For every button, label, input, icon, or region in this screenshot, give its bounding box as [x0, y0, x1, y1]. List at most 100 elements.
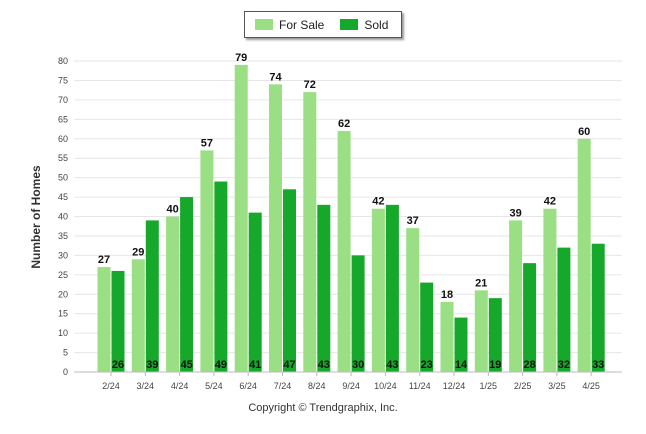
y-tick-label: 40 — [58, 212, 68, 222]
bar-for-sale — [269, 84, 282, 372]
data-label-for-sale: 72 — [304, 79, 316, 91]
bar-for-sale — [337, 130, 351, 372]
bar-sold — [145, 220, 159, 372]
bar-sold — [591, 243, 605, 372]
y-tick-label: 70 — [58, 95, 68, 105]
y-tick-label: 25 — [58, 270, 68, 280]
bar-for-sale — [406, 228, 420, 372]
data-label-for-sale: 62 — [338, 118, 350, 130]
x-tick-label: 5/24 — [205, 381, 223, 391]
bar-sold — [248, 212, 262, 372]
data-label-sold: 49 — [215, 359, 227, 371]
data-label-sold: 41 — [249, 359, 261, 371]
y-tick-label: 80 — [58, 56, 68, 66]
bar-for-sale — [371, 208, 385, 372]
y-tick-label: 35 — [58, 231, 68, 241]
copyright-footer: Copyright © Trendgraphix, Inc. — [248, 402, 398, 414]
data-label-for-sale: 60 — [578, 126, 590, 138]
y-tick-label: 0 — [63, 367, 68, 377]
data-label-sold: 26 — [112, 359, 124, 371]
bar-sold — [283, 189, 296, 372]
x-tick-label: 4/24 — [171, 381, 189, 391]
bar-sold — [351, 255, 365, 372]
for-sale-swatch — [255, 19, 273, 30]
y-tick-label: 65 — [58, 114, 68, 124]
data-labels: 27 26 29 39 40 45 57 49 79 41 74 47 72 43 62 30 42 43 37 23… — [98, 52, 604, 371]
bar-for-sale — [166, 216, 180, 372]
data-label-for-sale: 40 — [166, 204, 178, 216]
y-tick-label: 20 — [58, 289, 68, 299]
bar-sold — [214, 181, 228, 372]
legend-item-for-sale[interactable]: For Sale — [255, 18, 324, 32]
bar-for-sale — [577, 138, 591, 372]
legend-label-for-sale: For Sale — [279, 17, 325, 32]
y-tick-label: 5 — [63, 348, 68, 358]
data-label-sold: 43 — [318, 359, 330, 371]
x-tick-label: 6/24 — [239, 381, 257, 391]
bar-for-sale — [509, 220, 523, 372]
x-tick-label: 2/25 — [514, 381, 532, 391]
bar-for-sale — [474, 290, 488, 372]
data-label-sold: 28 — [523, 359, 535, 371]
x-tick-label: 10/24 — [374, 381, 397, 391]
data-label-sold: 47 — [283, 359, 295, 371]
y-tick-label: 10 — [58, 328, 68, 338]
bar-sold — [420, 282, 434, 372]
data-label-for-sale: 57 — [201, 137, 213, 149]
data-label-for-sale: 79 — [235, 52, 247, 64]
y-tick-label: 45 — [58, 192, 68, 202]
bar-sold — [180, 197, 194, 372]
bar-sold — [111, 270, 125, 372]
x-tick-label: 8/24 — [308, 381, 326, 391]
bars — [97, 64, 605, 372]
data-label-sold: 33 — [592, 359, 604, 371]
bar-for-sale — [200, 150, 214, 372]
x-tick-label: 2/24 — [102, 381, 120, 391]
data-label-for-sale: 18 — [441, 289, 453, 301]
data-label-for-sale: 29 — [132, 246, 144, 258]
bar-for-sale — [543, 208, 557, 372]
x-tick-label: 3/24 — [137, 381, 155, 391]
data-label-for-sale: 37 — [407, 215, 419, 227]
bar-for-sale — [234, 64, 248, 372]
data-label-sold: 45 — [180, 359, 192, 371]
x-tick-label: 3/25 — [548, 381, 566, 391]
bar-sold — [385, 204, 399, 372]
data-label-sold: 43 — [386, 359, 398, 371]
data-label-sold: 30 — [352, 359, 364, 371]
sold-swatch — [340, 19, 359, 30]
x-tick-label: 1/25 — [480, 381, 498, 391]
data-label-sold: 19 — [489, 359, 501, 371]
data-label-for-sale: 74 — [269, 71, 282, 83]
y-axis-label: Number of Homes — [29, 165, 43, 269]
legend: For Sale Sold — [244, 11, 402, 38]
data-label-for-sale: 42 — [372, 196, 384, 208]
y-axis-ticks: 0 5 10 15 20 25 30 35 40 45 50 55 60 65 70 75 80 — [58, 56, 68, 377]
bar-sold — [557, 247, 571, 372]
data-label-for-sale: 42 — [544, 196, 556, 208]
bar-for-sale — [303, 92, 317, 372]
x-axis-ticks: 2/24 3/24 4/24 5/24 6/24 7/24 8/24 9/24 10/24 11/… — [102, 372, 600, 391]
y-tick-label: 15 — [58, 309, 68, 319]
x-tick-label: 7/24 — [274, 381, 292, 391]
data-label-sold: 32 — [558, 359, 570, 371]
bar-sold — [523, 263, 537, 372]
bar-for-sale — [97, 267, 111, 372]
y-tick-label: 30 — [58, 250, 68, 260]
y-tick-label: 50 — [58, 173, 68, 183]
x-tick-label: 4/25 — [582, 381, 600, 391]
bar-for-sale — [440, 302, 454, 372]
bar-sold — [488, 298, 502, 372]
data-label-sold: 14 — [455, 359, 468, 371]
legend-label-sold: Sold — [364, 17, 389, 32]
data-label-for-sale: 21 — [475, 277, 487, 289]
data-label-for-sale: 27 — [98, 254, 110, 266]
data-label-sold: 23 — [421, 359, 433, 371]
data-label-for-sale: 39 — [509, 207, 521, 219]
data-label-sold: 39 — [146, 359, 158, 371]
legend-item-sold[interactable]: Sold — [340, 18, 388, 32]
x-tick-label: 11/24 — [409, 381, 431, 391]
bar-sold — [317, 204, 331, 372]
y-tick-label: 75 — [58, 75, 68, 85]
